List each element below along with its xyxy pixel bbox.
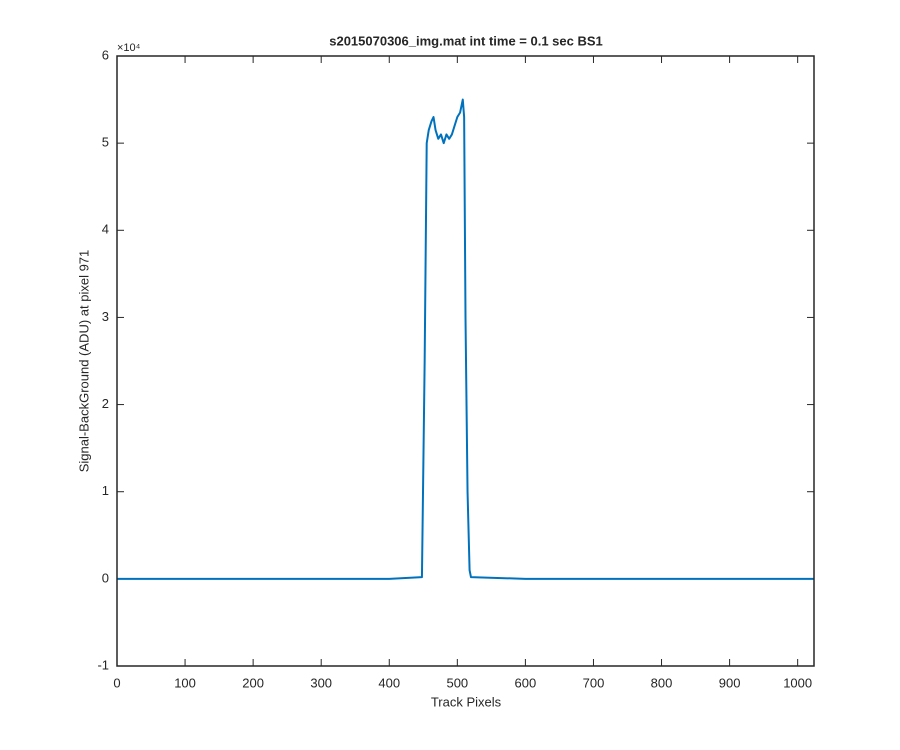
x-tick-label: 800 xyxy=(651,675,673,690)
x-tick-label: 500 xyxy=(446,675,468,690)
x-tick-label: 100 xyxy=(174,675,196,690)
x-tick-label: 300 xyxy=(310,675,332,690)
x-tick-label: 1000 xyxy=(783,675,812,690)
x-tick-label: 900 xyxy=(719,675,741,690)
y-axis-label: Signal-BackGround (ADU) at pixel 971 xyxy=(76,250,91,473)
y-tick-label: 1 xyxy=(102,483,109,498)
x-tick-label: 200 xyxy=(242,675,264,690)
x-axis-label: Track Pixels xyxy=(431,694,502,709)
y-exponent: ×10⁴ xyxy=(117,42,141,54)
x-tick-label: 700 xyxy=(583,675,605,690)
x-tick-label: 600 xyxy=(515,675,537,690)
y-tick-label: 6 xyxy=(102,47,109,62)
axes-box xyxy=(116,55,815,667)
y-tick-label: 3 xyxy=(102,309,109,324)
y-tick-label: 4 xyxy=(102,222,109,237)
data-line xyxy=(117,98,814,580)
x-tick-label: 0 xyxy=(113,675,120,690)
y-tick-label: 2 xyxy=(102,396,109,411)
chart-title: s2015070306_img.mat int time = 0.1 sec B… xyxy=(329,33,603,48)
y-tick-label: 0 xyxy=(102,570,109,585)
x-tick-label: 400 xyxy=(378,675,400,690)
y-tick-label: -1 xyxy=(97,657,109,672)
y-tick-label: 5 xyxy=(102,135,109,150)
